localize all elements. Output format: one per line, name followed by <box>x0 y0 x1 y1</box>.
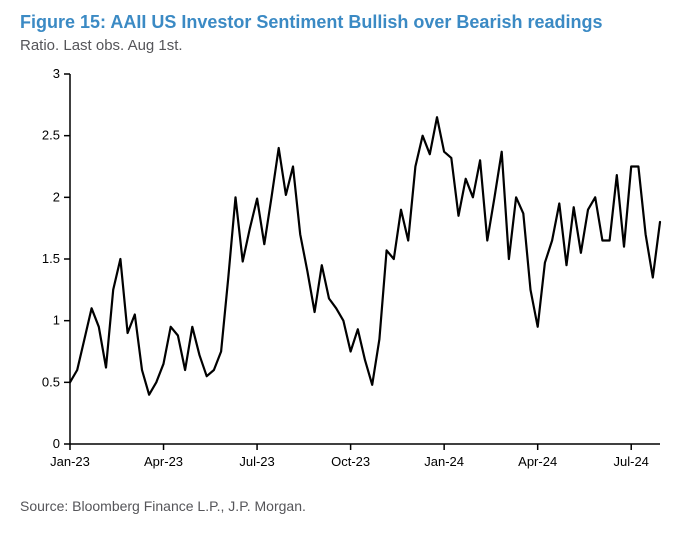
plot-background <box>20 64 680 484</box>
figure-title: Figure 15: AAII US Investor Sentiment Bu… <box>20 12 680 33</box>
y-tick-label: 0.5 <box>42 374 60 389</box>
y-tick-label: 1.5 <box>42 251 60 266</box>
y-tick-label: 1 <box>53 313 60 328</box>
x-tick-label: Jan-23 <box>50 454 90 469</box>
x-tick-label: Jan-24 <box>424 454 464 469</box>
x-tick-label: Oct-23 <box>331 454 370 469</box>
y-tick-label: 0 <box>53 436 60 451</box>
y-tick-label: 2 <box>53 189 60 204</box>
figure-source: Source: Bloomberg Finance L.P., J.P. Mor… <box>20 498 680 514</box>
x-tick-label: Apr-24 <box>518 454 557 469</box>
x-tick-label: Apr-23 <box>144 454 183 469</box>
line-chart: 0 0.5 1 1.5 2 2.5 3 Jan-23 Apr-23 Jul-23 Oct-23 Jan… <box>20 64 680 484</box>
y-tick-label: 3 <box>53 66 60 81</box>
x-tick-label: Jul-24 <box>614 454 649 469</box>
y-tick-label: 2.5 <box>42 128 60 143</box>
x-tick-label: Jul-23 <box>239 454 274 469</box>
figure-subtitle: Ratio. Last obs. Aug 1st. <box>20 37 680 54</box>
